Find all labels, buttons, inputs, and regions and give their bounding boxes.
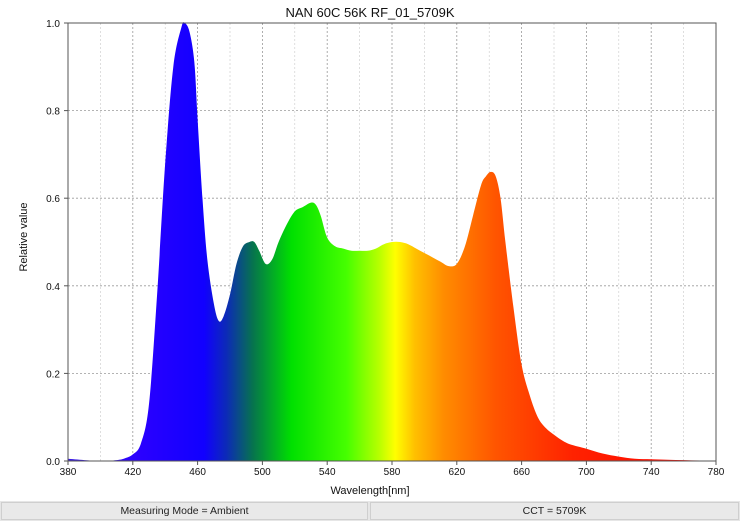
y-tick-label: 1.0 bbox=[46, 19, 60, 30]
x-tick-label: 540 bbox=[319, 467, 336, 478]
x-axis-ticks: 380 420 460 500 540 580 620 660 700 740 780 bbox=[60, 461, 725, 478]
x-tick-label: 580 bbox=[384, 467, 401, 478]
y-tick-label: 0.6 bbox=[46, 194, 60, 205]
x-tick-label: 780 bbox=[708, 467, 725, 478]
x-tick-label: 380 bbox=[60, 467, 77, 478]
x-axis-label: Wavelength[nm] bbox=[330, 485, 409, 497]
y-axis-ticks: 0.0 0.2 0.4 0.6 0.8 1.0 bbox=[46, 19, 68, 468]
y-tick-label: 0.0 bbox=[46, 457, 60, 468]
x-tick-label: 660 bbox=[513, 467, 530, 478]
y-tick-label: 0.8 bbox=[46, 107, 60, 118]
spectrum-chart: 380 420 460 500 540 580 620 660 700 740 780 0.0 0.2… bbox=[18, 5, 725, 497]
y-axis-label: Relative value bbox=[18, 202, 30, 271]
y-tick-label: 0.2 bbox=[46, 369, 60, 380]
status-bar: Measuring Mode = Ambient CCT = 5709K bbox=[0, 501, 740, 521]
x-tick-label: 700 bbox=[578, 467, 595, 478]
x-tick-label: 460 bbox=[189, 467, 206, 478]
x-tick-label: 740 bbox=[643, 467, 660, 478]
x-tick-label: 500 bbox=[254, 467, 271, 478]
chart-title: NAN 60C 56K RF_01_5709K bbox=[285, 5, 454, 20]
y-tick-label: 0.4 bbox=[46, 282, 60, 293]
measuring-mode-status: Measuring Mode = Ambient bbox=[1, 502, 368, 520]
x-tick-label: 620 bbox=[448, 467, 465, 478]
spectrum-area bbox=[68, 22, 716, 462]
x-tick-label: 420 bbox=[124, 467, 141, 478]
cct-status: CCT = 5709K bbox=[370, 502, 739, 520]
